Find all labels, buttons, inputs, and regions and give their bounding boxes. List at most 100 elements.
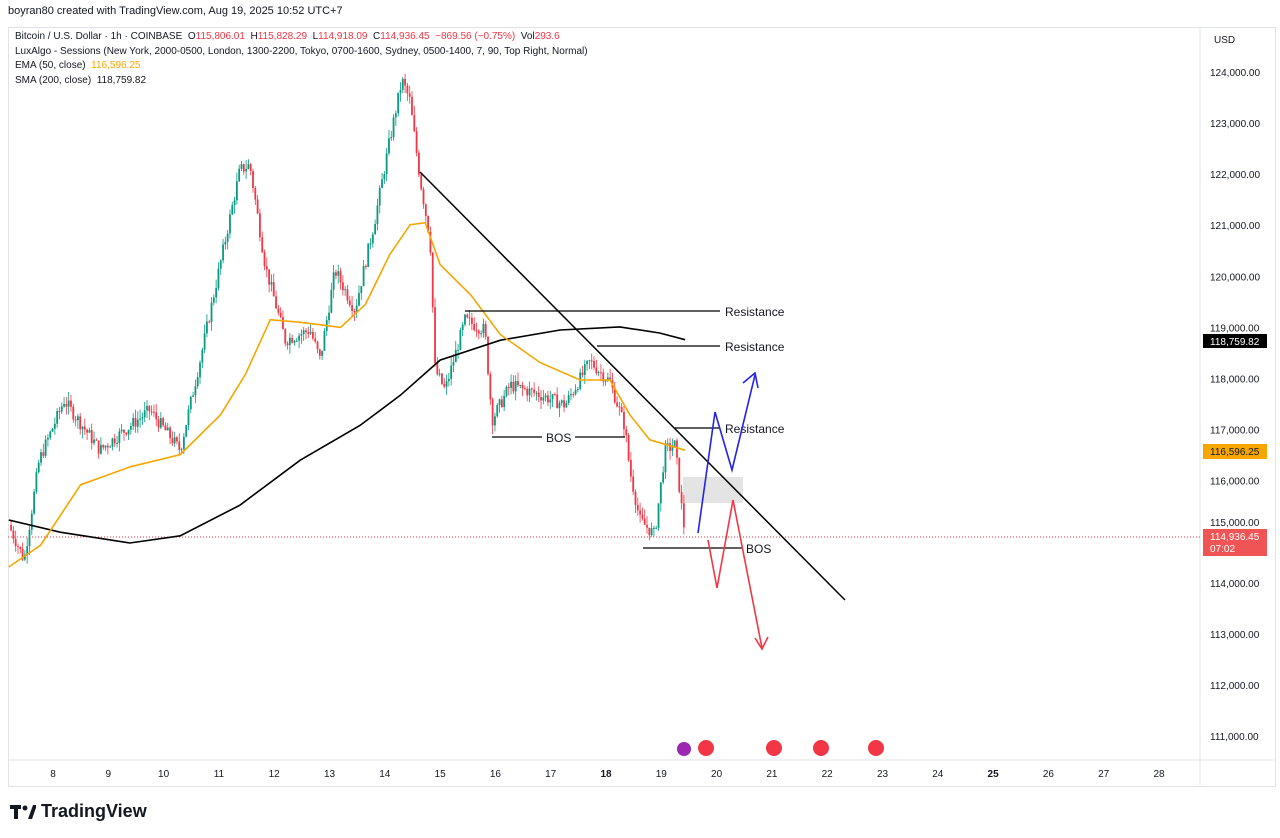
- candle-body: [588, 360, 591, 362]
- time-tick-label: 19: [656, 769, 668, 780]
- candle-body: [323, 331, 326, 351]
- candle-body: [159, 418, 162, 428]
- candle-body: [162, 418, 165, 426]
- price-tick-label: 121,000.00: [1210, 221, 1260, 232]
- candle-body: [650, 528, 653, 536]
- candle-body: [445, 381, 448, 387]
- tradingview-logo[interactable]: TradingView: [10, 801, 147, 822]
- candle-body: [51, 428, 54, 432]
- low-value: 114,918.09: [318, 31, 368, 42]
- candle-body: [542, 397, 545, 401]
- candle-body: [88, 430, 91, 433]
- candle-body: [408, 93, 411, 97]
- candle-body: [127, 429, 130, 435]
- bullish-projection-path[interactable]: [697, 374, 756, 534]
- open-value: 115,806.01: [195, 31, 245, 42]
- sma-indicator[interactable]: SMA (200, close) 118,759.82: [15, 74, 588, 89]
- volume-value: 293.6: [534, 31, 560, 42]
- candle-body: [618, 406, 621, 408]
- candle-body: [662, 472, 665, 483]
- candle-body: [413, 115, 416, 132]
- price-tick-label: 115,000.00: [1210, 518, 1260, 529]
- time-tick-label: 24: [932, 769, 944, 780]
- currency-label[interactable]: USD: [1214, 35, 1235, 46]
- candle-body: [457, 349, 459, 351]
- event-icons[interactable]: [677, 740, 884, 756]
- last-price-badge: [1203, 529, 1267, 556]
- candle-body: [593, 360, 595, 368]
- candle-body: [58, 411, 61, 413]
- resistance-label-1: Resistance: [725, 305, 785, 319]
- candle-body: [35, 472, 38, 492]
- us-flag-event-icon[interactable]: [766, 740, 782, 756]
- candle-body: [406, 85, 409, 94]
- candle-body: [136, 419, 139, 427]
- candle-body: [401, 78, 404, 90]
- candle-body: [139, 418, 141, 420]
- candle-body: [95, 439, 98, 441]
- candle-body: [252, 170, 254, 188]
- symbol-row: Bitcoin / U.S. Dollar · 1h · COINBASE O1…: [15, 30, 588, 45]
- price-tick-label: 113,000.00: [1210, 630, 1260, 641]
- close-value: 114,936.45: [380, 31, 430, 42]
- candle-body: [461, 324, 464, 331]
- candle-body: [678, 457, 681, 492]
- zone-rectangle[interactable]: [683, 477, 743, 503]
- symbol-title[interactable]: Bitcoin / U.S. Dollar · 1h · COINBASE: [15, 31, 183, 42]
- candle-body: [475, 330, 478, 332]
- candle-body: [535, 392, 538, 394]
- candle-body: [606, 377, 609, 381]
- candle-body: [576, 388, 579, 390]
- candle-body: [473, 323, 476, 331]
- sma-label: SMA (200, close): [15, 74, 92, 86]
- candle-body: [166, 427, 169, 431]
- us-flag-event-icon[interactable]: [698, 740, 714, 756]
- candle-body: [56, 411, 59, 424]
- candle-body: [178, 441, 181, 450]
- candle-body: [560, 400, 563, 404]
- candle-body: [346, 289, 349, 301]
- candle-body: [249, 164, 252, 171]
- us-flag-event-icon[interactable]: [868, 740, 884, 756]
- candle-body: [125, 432, 128, 435]
- candle-body: [229, 214, 231, 234]
- candle-body: [415, 131, 418, 153]
- candle-body: [321, 350, 324, 356]
- candle-body: [150, 411, 153, 413]
- last-price-text: 114,936.45: [1210, 532, 1260, 543]
- candle-body: [187, 409, 190, 426]
- candle-body: [316, 341, 319, 350]
- candle-body: [318, 349, 321, 356]
- candle-body: [153, 411, 155, 413]
- candle-body: [284, 329, 287, 344]
- candle-body: [609, 377, 612, 381]
- candle-body: [235, 181, 238, 201]
- candle-body: [10, 525, 12, 531]
- candle-body: [293, 341, 296, 343]
- candle-body: [254, 187, 257, 200]
- chart-frame: [8, 27, 1276, 787]
- candle-body: [595, 367, 598, 374]
- us-flag-event-icon[interactable]: [813, 740, 829, 756]
- candle-body: [215, 288, 218, 298]
- ema-indicator[interactable]: EMA (50, close) 116,596.25: [15, 59, 588, 74]
- candle-body: [182, 436, 185, 450]
- candle-body: [148, 405, 151, 412]
- candle-body: [219, 260, 222, 269]
- candle-body: [581, 372, 584, 375]
- candle-body: [464, 314, 466, 325]
- candle-body: [348, 300, 351, 306]
- candle-body: [307, 332, 310, 334]
- time-tick-label: 23: [877, 769, 889, 780]
- candle-body: [355, 305, 358, 313]
- dividends-event-icon[interactable]: [677, 742, 691, 756]
- bearish-projection-path[interactable]: [707, 499, 763, 649]
- time-tick-label: 27: [1098, 769, 1110, 780]
- candle-body: [459, 330, 462, 350]
- candle-body: [503, 395, 506, 407]
- trendline[interactable]: [419, 171, 846, 601]
- ema-value: 116,596.25: [91, 60, 141, 71]
- sessions-indicator[interactable]: LuxAlgo - Sessions (New York, 2000-0500,…: [15, 45, 588, 57]
- candle-body: [17, 546, 19, 548]
